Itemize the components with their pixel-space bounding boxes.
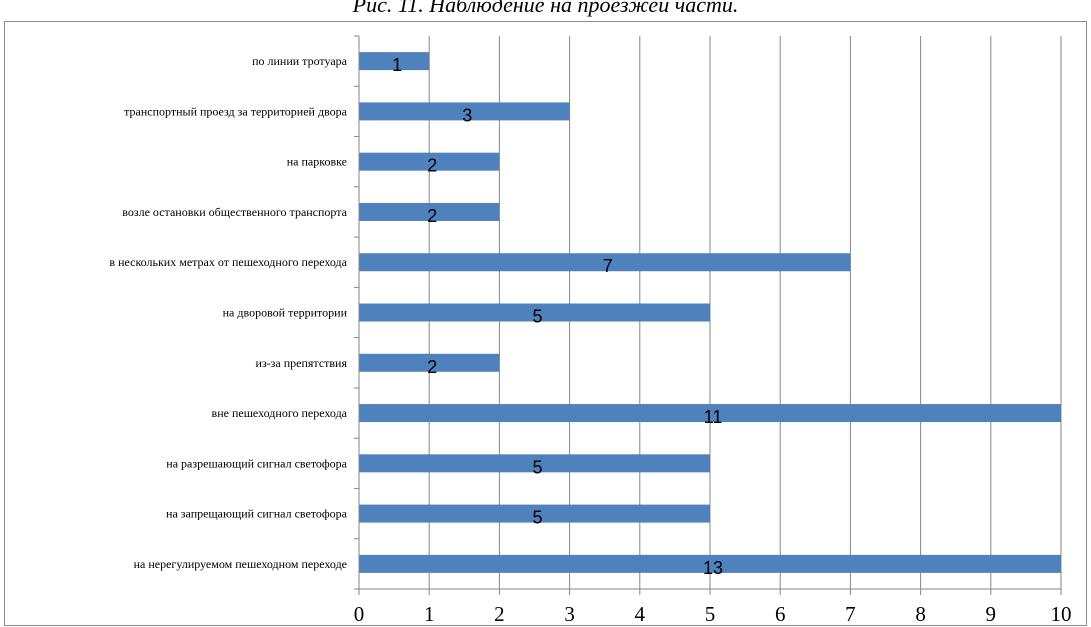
category-label: в нескольких метрах от пешеходного перех…: [109, 255, 347, 269]
labels: 0 1 2 3 4 5 6 7 8 9 10 по линии тротуара 1 транспортн…: [109, 54, 1071, 626]
x-tick-label: 1: [424, 602, 435, 626]
data-label: 2: [427, 156, 437, 176]
bar: [359, 253, 851, 272]
data-label: 5: [532, 508, 542, 528]
x-tick-label: 7: [845, 602, 856, 626]
category-label: на запрещающий сигнал светофора: [166, 507, 348, 521]
x-tick-label: 4: [635, 602, 646, 626]
data-label: 1: [392, 55, 402, 75]
x-tick-label: 10: [1051, 602, 1072, 626]
bar: [359, 102, 570, 121]
data-label: 2: [427, 357, 437, 377]
bar: [359, 504, 710, 523]
bars: [359, 52, 1061, 573]
x-tick-label: 5: [705, 602, 716, 626]
bar: [359, 52, 430, 71]
x-tick-label: 6: [775, 602, 786, 626]
category-label: возле остановки общественного транспорта: [122, 205, 347, 219]
bar: [359, 202, 500, 221]
axes: [354, 35, 1062, 595]
x-tick-label: 2: [494, 602, 505, 626]
data-label: 2: [427, 206, 437, 226]
data-label: 7: [603, 256, 613, 276]
data-label: 11: [704, 407, 723, 427]
chart-area: 0 1 2 3 4 5 6 7 8 9 10 по линии тротуара 1 транспортн…: [4, 21, 1087, 626]
category-label: из-за препятствия: [256, 356, 348, 370]
category-label: транспортный проезд за территорией двора: [124, 104, 348, 118]
category-label: вне пешеходного перехода: [212, 406, 348, 420]
bar-chart: 0 1 2 3 4 5 6 7 8 9 10 по линии тротуара 1 транспортн…: [109, 35, 1072, 626]
bar: [359, 404, 1061, 423]
bar: [359, 303, 710, 322]
category-label: по линии тротуара: [252, 54, 348, 68]
data-label: 3: [462, 105, 472, 125]
x-tick-label: 9: [986, 602, 997, 626]
category-label: на парковке: [287, 155, 347, 169]
data-label: 5: [532, 457, 542, 477]
data-label: 13: [703, 558, 723, 578]
x-tick-label: 8: [915, 602, 926, 626]
category-label: на нерегулируемом пешеходном переходе: [134, 557, 347, 571]
bar: [359, 152, 500, 171]
figure-caption: Рис. 11. Наблюдение на проезжей части.: [352, 0, 739, 17]
category-label: на разрешающий сигнал светофора: [166, 456, 347, 470]
bar: [359, 353, 500, 372]
x-tick-label: 0: [354, 602, 365, 626]
x-tick-label: 3: [564, 602, 575, 626]
bar: [359, 454, 710, 473]
category-label: на дворовой территории: [223, 306, 348, 320]
data-label: 5: [532, 307, 542, 327]
bar: [359, 554, 1061, 573]
